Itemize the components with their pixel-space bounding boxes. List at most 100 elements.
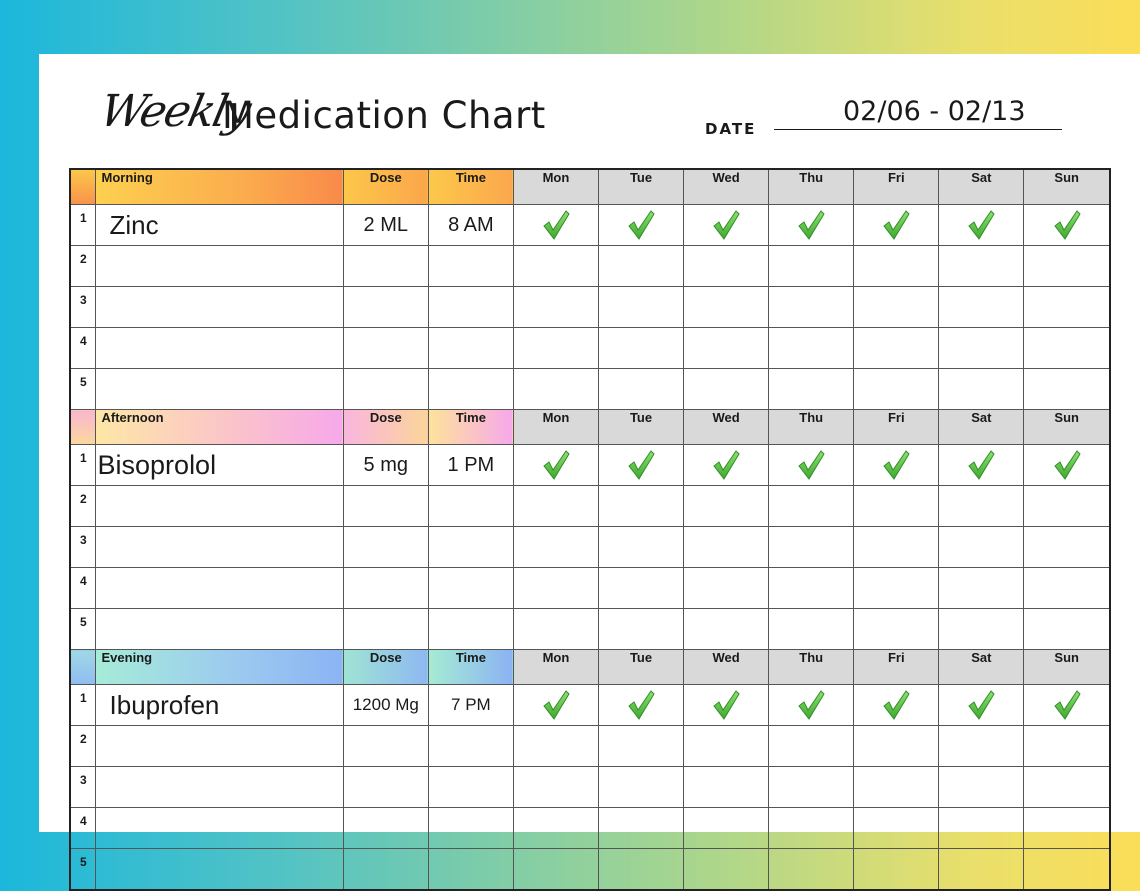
day-check-cell[interactable] <box>1023 485 1111 527</box>
day-check-cell[interactable] <box>853 608 940 650</box>
medication-cell[interactable] <box>94 608 344 650</box>
day-check-cell[interactable] <box>512 526 599 568</box>
day-check-cell[interactable] <box>938 286 1025 328</box>
day-check-cell[interactable] <box>512 485 599 527</box>
day-check-cell[interactable] <box>853 766 940 808</box>
dose-cell[interactable] <box>342 368 429 410</box>
day-check-cell[interactable] <box>512 567 599 609</box>
day-check-cell[interactable] <box>768 204 855 246</box>
day-check-cell[interactable] <box>512 766 599 808</box>
day-check-cell[interactable] <box>597 327 685 369</box>
day-check-cell[interactable] <box>938 444 1025 486</box>
day-check-cell[interactable] <box>768 245 855 287</box>
day-check-cell[interactable] <box>597 608 685 650</box>
medication-cell[interactable] <box>94 807 344 849</box>
day-check-cell[interactable] <box>597 567 685 609</box>
day-check-cell[interactable] <box>1023 204 1111 246</box>
day-check-cell[interactable] <box>768 368 855 410</box>
medication-cell[interactable] <box>94 485 344 527</box>
day-check-cell[interactable] <box>512 204 599 246</box>
day-check-cell[interactable] <box>683 444 770 486</box>
day-check-cell[interactable] <box>597 807 685 849</box>
day-check-cell[interactable] <box>768 807 855 849</box>
day-check-cell[interactable] <box>853 444 940 486</box>
time-cell[interactable] <box>427 725 514 767</box>
dose-cell[interactable]: 5 mg <box>342 444 429 486</box>
day-check-cell[interactable] <box>768 725 855 767</box>
day-check-cell[interactable] <box>597 684 685 726</box>
day-check-cell[interactable] <box>938 327 1025 369</box>
day-check-cell[interactable] <box>683 807 770 849</box>
day-check-cell[interactable] <box>597 245 685 287</box>
dose-cell[interactable] <box>342 526 429 568</box>
medication-cell[interactable] <box>94 245 344 287</box>
medication-cell[interactable] <box>94 766 344 808</box>
medication-cell[interactable] <box>94 368 344 410</box>
dose-cell[interactable] <box>342 608 429 650</box>
day-check-cell[interactable] <box>853 204 940 246</box>
time-cell[interactable] <box>427 526 514 568</box>
dose-cell[interactable] <box>342 245 429 287</box>
time-cell[interactable] <box>427 327 514 369</box>
day-check-cell[interactable] <box>853 684 940 726</box>
medication-cell[interactable] <box>94 327 344 369</box>
day-check-cell[interactable] <box>597 485 685 527</box>
dose-cell[interactable] <box>342 485 429 527</box>
medication-cell[interactable] <box>94 725 344 767</box>
day-check-cell[interactable] <box>683 567 770 609</box>
day-check-cell[interactable] <box>597 444 685 486</box>
day-check-cell[interactable] <box>1023 725 1111 767</box>
day-check-cell[interactable] <box>853 485 940 527</box>
time-cell[interactable] <box>427 245 514 287</box>
dose-cell[interactable] <box>342 567 429 609</box>
day-check-cell[interactable] <box>597 368 685 410</box>
day-check-cell[interactable] <box>1023 368 1111 410</box>
day-check-cell[interactable] <box>938 368 1025 410</box>
medication-cell[interactable] <box>94 526 344 568</box>
day-check-cell[interactable] <box>512 608 599 650</box>
day-check-cell[interactable] <box>938 725 1025 767</box>
day-check-cell[interactable] <box>853 807 940 849</box>
dose-cell[interactable] <box>342 725 429 767</box>
day-check-cell[interactable] <box>512 286 599 328</box>
day-check-cell[interactable] <box>938 485 1025 527</box>
day-check-cell[interactable] <box>938 807 1025 849</box>
day-check-cell[interactable] <box>768 327 855 369</box>
day-check-cell[interactable] <box>683 286 770 328</box>
time-cell[interactable]: 8 AM <box>427 204 514 246</box>
dose-cell[interactable] <box>342 286 429 328</box>
day-check-cell[interactable] <box>938 245 1025 287</box>
time-cell[interactable] <box>427 286 514 328</box>
day-check-cell[interactable] <box>768 485 855 527</box>
day-check-cell[interactable] <box>683 368 770 410</box>
day-check-cell[interactable] <box>683 485 770 527</box>
day-check-cell[interactable] <box>938 766 1025 808</box>
medication-cell[interactable]: Ibuprofen <box>94 684 344 726</box>
day-check-cell[interactable] <box>512 807 599 849</box>
day-check-cell[interactable] <box>938 684 1025 726</box>
time-cell[interactable]: 1 PM <box>427 444 514 486</box>
day-check-cell[interactable] <box>938 567 1025 609</box>
day-check-cell[interactable] <box>683 725 770 767</box>
day-check-cell[interactable] <box>1023 608 1111 650</box>
day-check-cell[interactable] <box>512 684 599 726</box>
day-check-cell[interactable] <box>597 526 685 568</box>
medication-cell[interactable] <box>94 567 344 609</box>
day-check-cell[interactable] <box>1023 684 1111 726</box>
date-field[interactable]: 02/06 - 02/13 <box>843 96 1026 127</box>
dose-cell[interactable]: 2 ML <box>342 204 429 246</box>
day-check-cell[interactable] <box>768 766 855 808</box>
day-check-cell[interactable] <box>768 608 855 650</box>
day-check-cell[interactable] <box>1023 766 1111 808</box>
day-check-cell[interactable] <box>938 608 1025 650</box>
time-cell[interactable] <box>427 368 514 410</box>
day-check-cell[interactable] <box>512 327 599 369</box>
day-check-cell[interactable] <box>768 684 855 726</box>
medication-cell[interactable]: Zinc <box>94 204 344 246</box>
day-check-cell[interactable] <box>768 444 855 486</box>
day-check-cell[interactable] <box>597 286 685 328</box>
day-check-cell[interactable] <box>938 204 1025 246</box>
day-check-cell[interactable] <box>1023 245 1111 287</box>
day-check-cell[interactable] <box>853 526 940 568</box>
day-check-cell[interactable] <box>853 725 940 767</box>
